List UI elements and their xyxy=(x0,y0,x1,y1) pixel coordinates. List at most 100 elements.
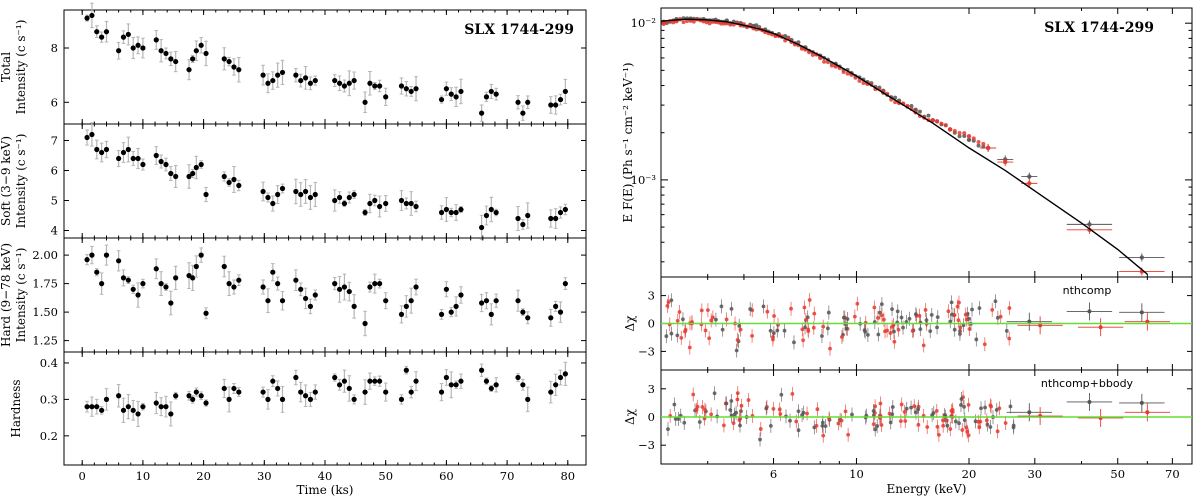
data-point xyxy=(372,197,378,204)
y-tick-label: 0.2 xyxy=(40,429,58,443)
residual-point xyxy=(729,306,734,311)
residual-point xyxy=(1145,410,1150,415)
residual-point xyxy=(890,324,895,329)
residual-point xyxy=(679,335,684,340)
data-point xyxy=(966,134,972,139)
data-point xyxy=(525,99,531,105)
data-point xyxy=(976,143,981,148)
spectrum-series-2 xyxy=(661,17,1165,276)
data-point xyxy=(398,197,405,204)
data-point xyxy=(493,382,499,388)
residual-point xyxy=(721,423,726,428)
data-point xyxy=(553,102,559,108)
residual-point xyxy=(959,403,963,407)
data-point xyxy=(236,389,242,395)
data-point xyxy=(351,303,357,309)
data-point xyxy=(94,29,100,35)
lightcurve-panel-2: 4 5 6 7 Soft (3−9 keV) Intensity (c s⁻¹) xyxy=(0,122,587,241)
data-point xyxy=(125,404,131,410)
data-point xyxy=(483,298,490,304)
data-point xyxy=(448,209,454,216)
residual-point xyxy=(775,328,780,333)
data-point xyxy=(985,145,991,151)
data-point xyxy=(488,311,494,317)
spectrum-panel: 10⁻² 10⁻³E F(E) (Ph s⁻¹ cm⁻² keV⁻¹) SLX 17… xyxy=(621,7,1193,278)
data-point xyxy=(367,200,373,207)
data-point xyxy=(398,311,405,317)
data-point xyxy=(120,34,127,40)
data-point xyxy=(307,80,314,86)
data-point xyxy=(221,385,227,392)
data-point xyxy=(548,389,554,395)
data-point xyxy=(841,69,846,74)
data-point xyxy=(681,20,686,25)
residual-point xyxy=(892,339,897,344)
x-tick-label: 70 xyxy=(1165,467,1180,481)
residual-point xyxy=(924,318,929,323)
residual-point xyxy=(934,409,939,413)
residual-point xyxy=(779,392,784,397)
residual-point xyxy=(960,428,965,432)
residual-point xyxy=(697,420,702,424)
data-point xyxy=(515,374,521,381)
residual-point xyxy=(988,425,993,429)
data-point xyxy=(557,209,564,216)
data-point xyxy=(260,188,266,195)
data-point xyxy=(367,378,373,384)
data-point xyxy=(413,284,419,290)
residual-point xyxy=(931,411,936,415)
data-point xyxy=(661,21,666,27)
data-point xyxy=(351,191,357,198)
y-tick-label: 6 xyxy=(51,164,58,178)
data-point xyxy=(312,191,318,198)
data-point xyxy=(270,269,276,275)
model-curve xyxy=(660,18,1148,275)
data-point xyxy=(275,385,281,392)
y-axis-label: Δχ xyxy=(623,408,637,425)
residual-point xyxy=(918,327,923,332)
y-axis-label: Hard (9−78 keV) xyxy=(0,243,13,347)
y-tick-label: 4 xyxy=(51,224,58,238)
source-label: SLX 1744-299 xyxy=(464,22,574,38)
y-tick-label: 2.00 xyxy=(32,248,58,262)
data-point xyxy=(226,58,232,65)
data-point xyxy=(943,123,948,128)
residual-point xyxy=(738,423,742,428)
residual-point xyxy=(955,304,960,309)
residual-point xyxy=(995,429,1000,434)
model-label: nthcomp xyxy=(1063,284,1112,297)
residual-point xyxy=(737,418,742,422)
data-point xyxy=(413,378,419,384)
data-point xyxy=(1027,174,1032,179)
data-point xyxy=(84,257,90,263)
residual-point xyxy=(771,407,776,411)
residual-point xyxy=(748,307,753,311)
x-axis-label: Energy (keV) xyxy=(886,482,966,496)
residual-point xyxy=(735,391,740,396)
residual-point xyxy=(764,406,769,411)
y-axis-label: Intensity (c s⁻¹) xyxy=(14,20,28,115)
data-point xyxy=(971,136,976,141)
residual-point xyxy=(865,333,870,337)
residual-point xyxy=(712,391,717,396)
residual-point xyxy=(995,315,1000,320)
data-point xyxy=(103,146,110,153)
data-point xyxy=(367,80,373,86)
data-point xyxy=(265,194,271,201)
data-point xyxy=(1003,159,1008,165)
data-point xyxy=(153,152,159,159)
residual-point xyxy=(895,309,900,314)
residual-point xyxy=(738,327,743,332)
residual-point xyxy=(993,299,998,304)
residual-point xyxy=(907,316,912,321)
data-point xyxy=(383,389,389,395)
residual-point xyxy=(750,333,754,338)
data-point xyxy=(135,155,141,162)
data-point xyxy=(783,33,788,38)
residual-point xyxy=(669,331,674,336)
data-point xyxy=(488,385,494,392)
data-point xyxy=(947,127,953,132)
data-point xyxy=(153,266,159,272)
y-axis-label: Intensity (c s⁻¹) xyxy=(14,248,28,343)
residual-point xyxy=(803,325,807,330)
